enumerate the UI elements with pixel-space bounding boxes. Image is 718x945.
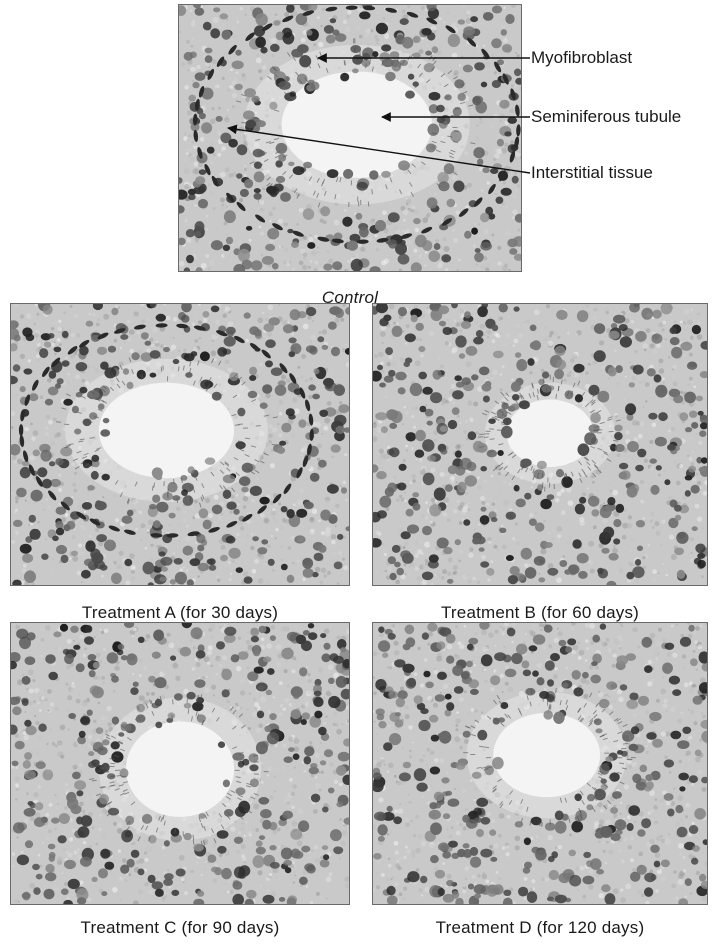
caption-treatment-b: Treatment B (for 60 days)	[440, 603, 640, 622]
treatment-d-micrograph	[372, 622, 708, 905]
control-micrograph	[178, 4, 522, 272]
treatment-c-micrograph-image	[11, 623, 349, 904]
treatment-d-micrograph-image	[373, 623, 707, 904]
treatment-c-micrograph	[10, 622, 350, 905]
treatment-b-micrograph	[372, 303, 708, 586]
caption-treatment-c: Treatment C (for 90 days)	[80, 918, 280, 937]
treatment-a-micrograph	[10, 303, 350, 586]
label-myofibroblast: Myofibroblast	[531, 48, 633, 67]
treatment-b-micrograph-image	[373, 304, 707, 585]
label-seminiferous-tubule: Seminiferous tubule	[531, 107, 682, 126]
treatment-a-micrograph-image	[11, 304, 349, 585]
caption-control: Control	[321, 288, 379, 307]
caption-treatment-d: Treatment D (for 120 days)	[435, 918, 645, 937]
control-micrograph-image	[179, 5, 521, 271]
label-interstitial-tissue: Interstitial tissue	[531, 163, 653, 182]
caption-treatment-a: Treatment A (for 30 days)	[81, 603, 279, 622]
